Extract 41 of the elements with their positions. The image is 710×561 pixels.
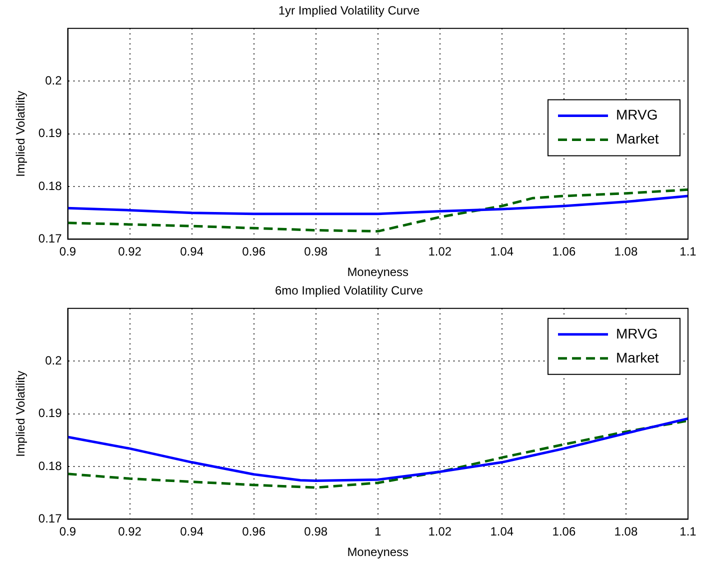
- x-tick-label: 1: [374, 244, 382, 259]
- y-tick-label: 0.19: [38, 126, 62, 140]
- x-tick-label: 0.92: [118, 244, 142, 259]
- legend-label: MRVG: [616, 325, 658, 342]
- chart-title: 6mo Implied Volatility Curve: [274, 284, 424, 298]
- x-tick-label: 0.94: [180, 524, 204, 539]
- x-tick-label: 0.98: [304, 244, 328, 259]
- x-tick-label: 1.06: [552, 244, 576, 259]
- y-tick-label: 0.18: [38, 178, 62, 193]
- x-tick-label: 1.06: [552, 524, 576, 539]
- x-tick-label: 1.08: [614, 244, 638, 259]
- y-axis-title: Implied Volatility: [14, 370, 28, 457]
- x-axis-title: Moneyness: [347, 265, 409, 280]
- y-tick-label: 0.2: [45, 73, 62, 88]
- x-tick-label: 0.96: [242, 244, 266, 259]
- x-tick-label: 1.02: [428, 524, 452, 539]
- legend-label: Market: [616, 130, 659, 147]
- x-tick-label: 0.94: [180, 244, 204, 259]
- y-axis-title: Implied Volatility: [14, 90, 28, 177]
- x-tick-label: 1.04: [490, 244, 514, 259]
- y-tick-label: 0.2: [45, 353, 62, 368]
- x-tick-label: 1.1: [680, 244, 697, 259]
- x-tick-label: 0.96: [242, 524, 266, 539]
- x-tick-label: 0.9: [59, 524, 76, 539]
- y-tick-label: 0.18: [38, 458, 62, 473]
- legend-label: Market: [616, 349, 659, 366]
- x-tick-label: 1: [374, 524, 382, 539]
- x-tick-label: 1.1: [680, 524, 697, 539]
- x-tick-label: 0.9: [59, 244, 76, 259]
- legend-label: MRVG: [616, 106, 658, 123]
- x-axis-title: Moneyness: [347, 545, 409, 560]
- x-tick-label: 0.92: [118, 524, 142, 539]
- line-series: [68, 188, 688, 233]
- x-tick-label: 1.04: [490, 524, 514, 539]
- y-tick-label: 0.17: [38, 232, 62, 246]
- chart-title: 1yr Implied Volatility Curve: [278, 4, 420, 18]
- y-tick-label: 0.17: [38, 512, 62, 526]
- y-tick-label: 0.19: [38, 406, 62, 420]
- x-tick-label: 0.98: [304, 524, 328, 539]
- x-tick-label: 1.08: [614, 524, 638, 539]
- x-tick-label: 1.02: [428, 244, 452, 259]
